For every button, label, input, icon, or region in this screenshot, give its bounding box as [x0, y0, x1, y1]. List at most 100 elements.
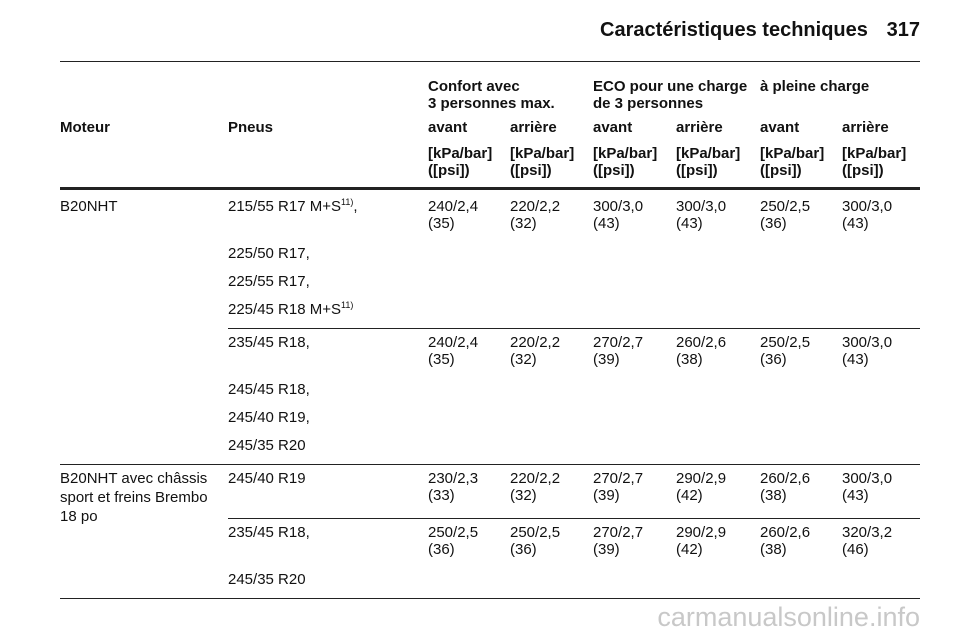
pressure: (38) — [760, 487, 787, 504]
pressure: 220/2,2 — [510, 470, 561, 487]
tire-size: 215/55 R17 M+S11), — [228, 198, 358, 216]
unit-header: ([psi]) — [510, 162, 552, 179]
tire-suffix: , — [353, 198, 358, 215]
unit-header: [kPa/bar] — [676, 145, 741, 162]
pressure: (36) — [428, 541, 455, 558]
pressure: 260/2,6 — [760, 470, 811, 487]
pressure: (43) — [676, 215, 703, 232]
row-rule — [228, 328, 920, 329]
group-header: de 3 personnes — [593, 95, 704, 112]
tire-text: 215/55 R17 M+S — [228, 198, 341, 215]
pressure: (33) — [428, 487, 455, 504]
pressure: (43) — [842, 487, 869, 504]
tire-text: 235/45 R18, — [228, 524, 310, 541]
table-head-rule — [60, 187, 920, 190]
pressure: (32) — [510, 351, 537, 368]
unit-header: ([psi]) — [760, 162, 802, 179]
pressure: (36) — [760, 215, 787, 232]
pressure: 250/2,5 — [760, 198, 811, 215]
group-header: ECO pour une charge — [593, 78, 748, 95]
tire-text: 245/40 R19 — [228, 470, 306, 487]
column-header: arrière — [510, 119, 557, 136]
column-header: avant — [760, 119, 800, 136]
pressure: (32) — [510, 487, 537, 504]
column-header: avant — [428, 119, 468, 136]
pressure: (43) — [842, 215, 869, 232]
header-rule — [60, 61, 920, 62]
unit-header: ([psi]) — [842, 162, 884, 179]
tire-sup: 11) — [341, 300, 354, 310]
pressure: 300/3,0 — [676, 198, 727, 215]
column-header: Pneus — [228, 119, 274, 136]
unit-header: [kPa/bar] — [510, 145, 575, 162]
unit-header: ([psi]) — [593, 162, 635, 179]
tire-size: 225/45 R18 M+S11) — [228, 301, 353, 319]
pressure: (36) — [510, 541, 537, 558]
pressure: 300/3,0 — [593, 198, 644, 215]
pressure: (35) — [428, 351, 455, 368]
column-header: arrière — [676, 119, 723, 136]
engine-name: sport et freins Brembo — [60, 489, 208, 506]
pressure: (46) — [842, 541, 869, 558]
tire-text: 225/50 R17, — [228, 245, 310, 262]
row-rule — [60, 464, 920, 465]
column-header: avant — [593, 119, 633, 136]
column-header: Moteur — [60, 119, 110, 136]
engine-name: 18 po — [60, 508, 98, 525]
pressure: 250/2,5 — [510, 524, 561, 541]
pressure: 250/2,5 — [760, 334, 811, 351]
tire-size: 235/45 R18, — [228, 334, 310, 352]
group-header: Confort avec — [428, 78, 520, 95]
pressure: (32) — [510, 215, 537, 232]
pressure: 220/2,2 — [510, 334, 561, 351]
tire-size: 245/40 R19, — [228, 409, 310, 427]
tire-size: 245/45 R18, — [228, 381, 310, 399]
pressure: (38) — [760, 541, 787, 558]
tire-sup: 11) — [341, 197, 354, 207]
tire-text: 225/55 R17, — [228, 273, 310, 290]
pressure: (39) — [593, 541, 620, 558]
tire-size: 225/50 R17, — [228, 245, 310, 263]
pressure: (38) — [676, 351, 703, 368]
tire-text: 245/40 R19, — [228, 409, 310, 426]
engine-name: B20NHT — [60, 198, 118, 215]
pressure: 300/3,0 — [842, 198, 893, 215]
unit-header: [kPa/bar] — [593, 145, 658, 162]
pressure: (43) — [593, 215, 620, 232]
pressure: 290/2,9 — [676, 524, 727, 541]
page-number: 317 — [886, 19, 920, 41]
tire-size: 245/35 R20 — [228, 571, 306, 589]
pressure: (42) — [676, 487, 703, 504]
tire-size: 245/40 R19 — [228, 470, 306, 488]
page-title: Caractéristiques techniques — [600, 19, 868, 41]
tire-text: 245/35 R20 — [228, 571, 306, 588]
watermark: carmanualsonline.info — [657, 602, 920, 632]
unit-header: [kPa/bar] — [428, 145, 493, 162]
engine-name: B20NHT avec châssis — [60, 470, 208, 487]
pressure: (43) — [842, 351, 869, 368]
tire-text: 245/45 R18, — [228, 381, 310, 398]
tire-text: 235/45 R18, — [228, 334, 310, 351]
pressure: 270/2,7 — [593, 334, 644, 351]
group-header: à pleine charge — [760, 78, 870, 95]
pressure: 300/3,0 — [842, 334, 893, 351]
pressure: 290/2,9 — [676, 470, 727, 487]
pressure: (39) — [593, 351, 620, 368]
unit-header: [kPa/bar] — [842, 145, 907, 162]
pressure: 220/2,2 — [510, 198, 561, 215]
tire-text: 245/35 R20 — [228, 437, 306, 454]
pressure: 250/2,5 — [428, 524, 479, 541]
pressure: 270/2,7 — [593, 470, 644, 487]
pressure: 300/3,0 — [842, 470, 893, 487]
tire-size: 235/45 R18, — [228, 524, 310, 542]
unit-header: ([psi]) — [428, 162, 470, 179]
tire-size: 245/35 R20 — [228, 437, 306, 455]
pressure: 320/3,2 — [842, 524, 893, 541]
unit-header: [kPa/bar] — [760, 145, 825, 162]
group-header: 3 personnes max. — [428, 95, 555, 112]
column-header: arrière — [842, 119, 889, 136]
pressure: 270/2,7 — [593, 524, 644, 541]
pressure: 260/2,6 — [760, 524, 811, 541]
tire-text: 225/45 R18 M+S — [228, 301, 341, 318]
